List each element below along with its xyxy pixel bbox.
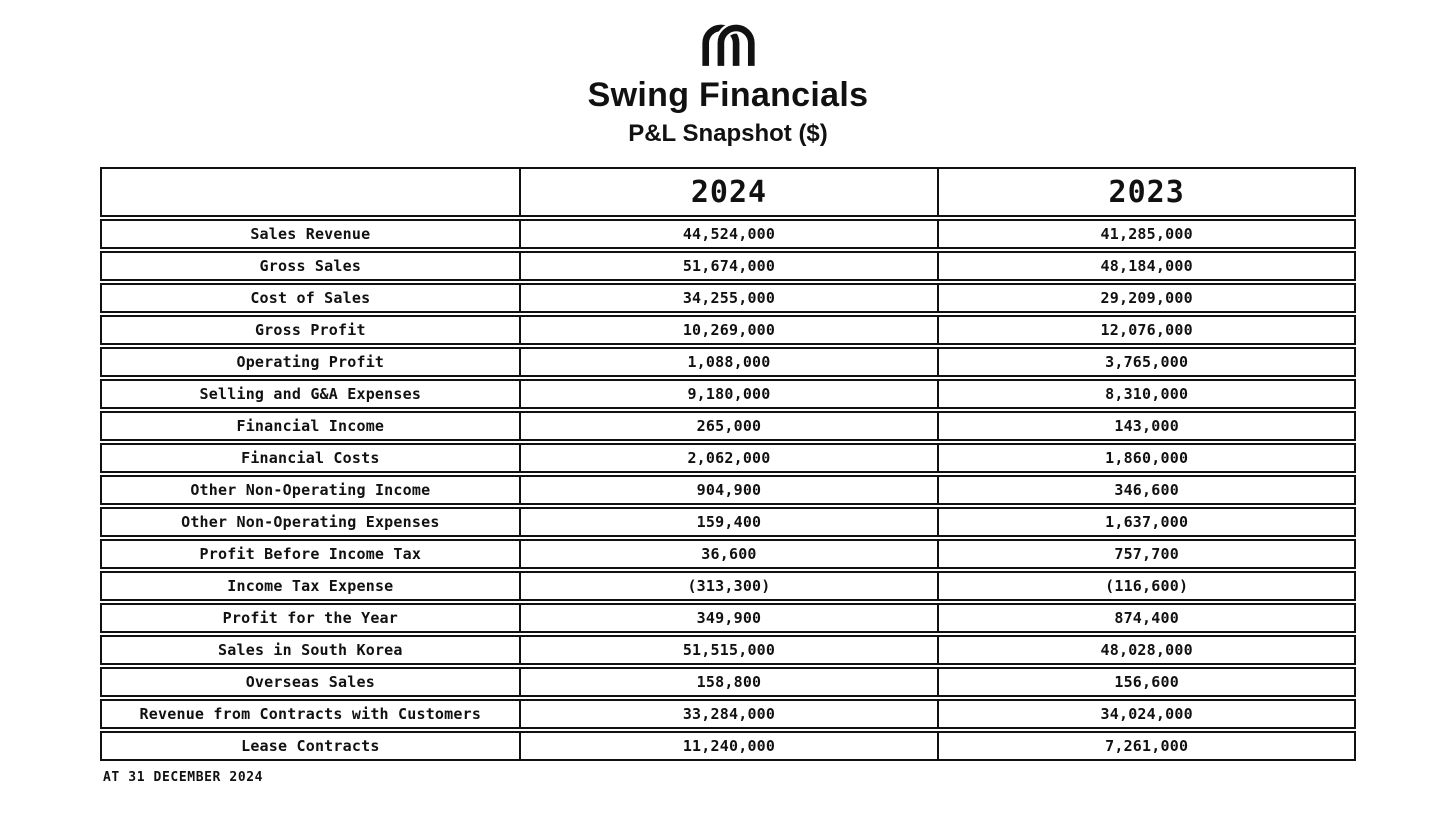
value-2024: 10,269,000 — [518, 315, 938, 345]
row-label: Sales in South Korea — [100, 635, 519, 665]
page-subtitle: P&L Snapshot ($) — [628, 120, 828, 147]
table-row: Financial Costs 2,062,000 1,860,000 — [100, 443, 1356, 473]
row-label: Gross Sales — [100, 251, 519, 281]
table-row: Overseas Sales 158,800 156,600 — [100, 667, 1356, 697]
value-2024: 158,800 — [518, 667, 938, 697]
header: Swing Financials P&L Snapshot ($) — [0, 0, 1456, 148]
row-label: Income Tax Expense — [100, 571, 519, 601]
value-2024: 349,900 — [518, 603, 938, 633]
table-body: Sales Revenue 44,524,000 41,285,000 Gross S… — [100, 219, 1356, 761]
value-2024: 1,088,000 — [518, 347, 938, 377]
value-2024: 51,515,000 — [518, 635, 938, 665]
value-2023: 12,076,000 — [937, 315, 1356, 345]
value-2024: 44,524,000 — [518, 219, 938, 249]
row-label: Financial Costs — [100, 443, 519, 473]
value-2024: 36,600 — [518, 539, 938, 569]
row-label: Other Non-Operating Expenses — [100, 507, 519, 537]
value-2024: 904,900 — [518, 475, 938, 505]
table-row: Lease Contracts 11,240,000 7,261,000 — [100, 731, 1356, 761]
value-2024: 33,284,000 — [518, 699, 938, 729]
table-row: Sales Revenue 44,524,000 41,285,000 — [100, 219, 1356, 249]
value-2023: 41,285,000 — [937, 219, 1356, 249]
value-2023: (116,600) — [937, 571, 1356, 601]
table-row: Sales in South Korea 51,515,000 48,028,000 — [100, 635, 1356, 665]
table-row: Income Tax Expense (313,300) (116,600) — [100, 571, 1356, 601]
column-header-empty — [100, 167, 519, 217]
row-label: Overseas Sales — [100, 667, 519, 697]
row-label: Financial Income — [100, 411, 519, 441]
value-2024: 2,062,000 — [518, 443, 938, 473]
table-row: Profit for the Year 349,900 874,400 — [100, 603, 1356, 633]
row-label: Profit Before Income Tax — [100, 539, 519, 569]
table-row: Gross Profit 10,269,000 12,076,000 — [100, 315, 1356, 345]
row-label: Operating Profit — [100, 347, 519, 377]
value-2023: 874,400 — [937, 603, 1356, 633]
value-2024: 11,240,000 — [518, 731, 938, 761]
row-label: Profit for the Year — [100, 603, 519, 633]
value-2024: 34,255,000 — [518, 283, 938, 313]
row-label: Selling and G&A Expenses — [100, 379, 519, 409]
value-2023: 156,600 — [937, 667, 1356, 697]
value-2023: 29,209,000 — [937, 283, 1356, 313]
table-row: Financial Income 265,000 143,000 — [100, 411, 1356, 441]
value-2023: 346,600 — [937, 475, 1356, 505]
column-header-2024: 2024 — [518, 167, 938, 217]
brand-logo-icon — [0, 24, 1456, 66]
value-2023: 8,310,000 — [937, 379, 1356, 409]
page-title: Swing Financials — [587, 76, 869, 114]
value-2023: 7,261,000 — [937, 731, 1356, 761]
value-2023: 48,028,000 — [937, 635, 1356, 665]
value-2024: 265,000 — [518, 411, 938, 441]
table-row: Revenue from Contracts with Customers 33,… — [100, 699, 1356, 729]
value-2023: 143,000 — [937, 411, 1356, 441]
value-2023: 1,860,000 — [937, 443, 1356, 473]
row-label: Lease Contracts — [100, 731, 519, 761]
pl-table: 2024 2023 Sales Revenue 44,524,000 41,285,… — [100, 165, 1356, 785]
table-row: Other Non-Operating Income 904,900 346,600 — [100, 475, 1356, 505]
table-row: Operating Profit 1,088,000 3,765,000 — [100, 347, 1356, 377]
column-header-2023: 2023 — [937, 167, 1356, 217]
value-2024: 9,180,000 — [518, 379, 938, 409]
table-row: Cost of Sales 34,255,000 29,209,000 — [100, 283, 1356, 313]
table-row: Profit Before Income Tax 36,600 757,700 — [100, 539, 1356, 569]
value-2024: (313,300) — [518, 571, 938, 601]
value-2024: 159,400 — [518, 507, 938, 537]
row-label: Revenue from Contracts with Customers — [100, 699, 519, 729]
row-label: Other Non-Operating Income — [100, 475, 519, 505]
table-header-row: 2024 2023 — [100, 167, 1356, 217]
value-2023: 757,700 — [937, 539, 1356, 569]
row-label: Cost of Sales — [100, 283, 519, 313]
value-2023: 1,637,000 — [937, 507, 1356, 537]
row-label: Sales Revenue — [100, 219, 519, 249]
table-row: Selling and G&A Expenses 9,180,000 8,310,0… — [100, 379, 1356, 409]
value-2024: 51,674,000 — [518, 251, 938, 281]
value-2023: 48,184,000 — [937, 251, 1356, 281]
value-2023: 34,024,000 — [937, 699, 1356, 729]
row-label: Gross Profit — [100, 315, 519, 345]
footnote: AT 31 DECEMBER 2024 — [103, 770, 264, 785]
table-row: Other Non-Operating Expenses 159,400 1,637… — [100, 507, 1356, 537]
table-row: Gross Sales 51,674,000 48,184,000 — [100, 251, 1356, 281]
value-2023: 3,765,000 — [937, 347, 1356, 377]
